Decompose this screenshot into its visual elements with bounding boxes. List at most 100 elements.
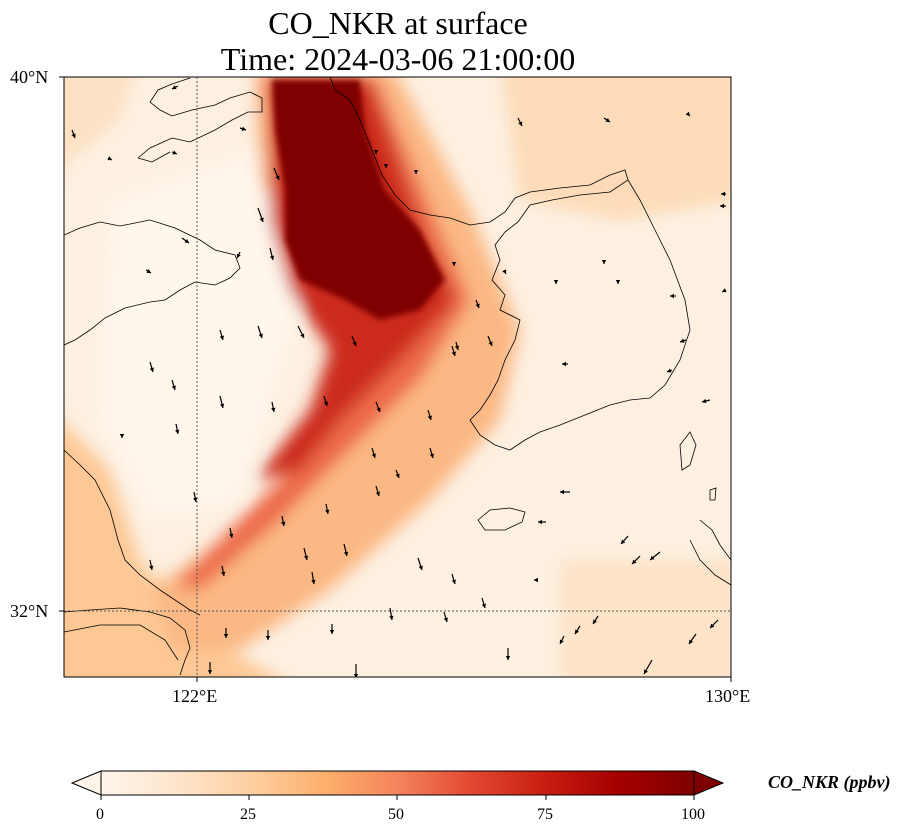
map-title: CO_NKR at surface — [268, 5, 528, 41]
wind-arrow-head — [475, 303, 480, 308]
lon-label-130e: 130°E — [705, 686, 751, 706]
wind-arrow-head — [621, 539, 626, 544]
wind-arrow-head — [172, 85, 177, 90]
wind-arrow-head — [325, 509, 330, 514]
wind-arrow-head — [575, 629, 579, 634]
wind-vectors — [71, 85, 727, 677]
wind-arrow-head — [534, 577, 538, 583]
wind-arrow-head — [219, 335, 224, 340]
wind-arrow-head — [352, 341, 357, 346]
wind-arrow-head — [221, 571, 226, 576]
wind-arrow-head — [443, 617, 448, 622]
wind-arrow-head — [259, 217, 264, 222]
colorbar-label-100: 100 — [681, 806, 705, 823]
wind-arrow-head — [389, 615, 394, 620]
wind-arrow-head — [720, 203, 724, 209]
wind-arrow-head — [269, 255, 275, 260]
wind-arrow-head — [258, 333, 263, 338]
wind-arrow-head — [427, 415, 432, 420]
wind-arrow-head — [488, 341, 493, 346]
wind-arrow-head — [451, 579, 456, 584]
wind-arrow-head — [119, 434, 125, 438]
wind-arrow-head — [265, 636, 271, 640]
wind-arrow-head — [451, 351, 456, 356]
wind-arrow-head — [373, 150, 379, 154]
map-subtitle-time: Time: 2024-03-06 21:00:00 — [220, 41, 576, 77]
colorbar — [70, 770, 725, 800]
wind-arrow-head — [562, 361, 566, 367]
wind-arrow-head — [149, 565, 154, 570]
wind-arrow-head — [149, 367, 154, 372]
wind-arrow-head — [667, 368, 672, 373]
wind-arrow-head — [300, 333, 305, 338]
wind-arrow-head — [207, 670, 213, 674]
lat-label-32n: 32°N — [10, 601, 49, 621]
wind-arrow-head — [376, 407, 381, 412]
wind-arrow-head — [395, 473, 400, 478]
wind-arrow-head — [375, 491, 380, 496]
wind-arrow-head — [303, 555, 309, 560]
lon-label-122e: 122°E — [172, 686, 218, 706]
wind-arrow-head — [710, 623, 715, 628]
wind-arrow-head — [171, 385, 176, 390]
wind-arrow-head — [702, 398, 707, 404]
wind-arrow-head — [481, 603, 486, 608]
wind-arrow-head — [343, 551, 349, 556]
wind-arrow-head — [644, 669, 648, 674]
wind-arrow-head — [271, 407, 276, 412]
wind-arrow-head — [615, 280, 621, 284]
concentration-field — [64, 77, 731, 677]
wind-arrow-head — [146, 269, 151, 273]
colorbar-label-0: 0 — [96, 806, 104, 823]
wind-arrow-head — [229, 533, 234, 538]
colorbar-title: CO_NKR (ppbv) — [768, 772, 891, 792]
wind-arrow-head — [223, 634, 229, 638]
wind-arrow-head — [722, 288, 727, 293]
lat-label-40n: 40°N — [10, 67, 49, 87]
wind-arrow-head — [650, 555, 655, 560]
wind-arrow-head — [454, 345, 460, 350]
wind-arrow-head — [323, 401, 328, 406]
wind-arrow-head — [632, 559, 637, 564]
wind-arrow-head — [353, 674, 359, 677]
wind-arrow-head — [311, 579, 316, 584]
wind-arrow-head — [560, 489, 564, 495]
wind-arrow-head — [71, 133, 76, 138]
wind-arrow-head — [175, 429, 180, 434]
colorbar-label-50: 50 — [388, 806, 404, 823]
wind-arrow-head — [502, 269, 507, 274]
wind-arrow-head — [538, 519, 542, 525]
wind-arrow-head — [275, 175, 280, 180]
wind-arrow-head — [559, 639, 564, 644]
wind-arrow-head — [413, 170, 419, 174]
wind-arrow-head — [505, 656, 511, 660]
wind-arrow-head — [601, 260, 607, 264]
wind-arrow-head — [670, 293, 674, 299]
wind-arrow-head — [172, 150, 177, 155]
wind-arrow-head — [107, 156, 112, 161]
wind-arrow-head — [371, 453, 376, 458]
wind-arrow-head — [451, 262, 457, 266]
colorbar-gradient — [100, 770, 695, 796]
wind-arrow-head — [281, 521, 286, 526]
wind-arrow-head — [184, 238, 189, 243]
wind-arrow-head — [418, 565, 423, 570]
wind-arrow-head — [605, 117, 610, 122]
colorbar-label-75: 75 — [537, 806, 553, 823]
wind-arrow-head — [518, 121, 523, 126]
colorbar-extend-min — [70, 770, 102, 796]
wind-arrow-head — [593, 619, 597, 624]
wind-arrow-head — [236, 253, 241, 258]
coastlines — [64, 77, 731, 676]
wind-arrow-head — [680, 338, 685, 343]
wind-arrow-head — [685, 111, 690, 116]
wind-arrow-head — [689, 639, 694, 644]
map-frame — [63, 76, 732, 678]
wind-arrow-head — [721, 191, 725, 197]
wind-arrow-head — [241, 126, 246, 131]
wind-arrow-head — [219, 403, 225, 408]
wind-arrow-head — [193, 497, 198, 502]
colorbar-extend-max — [693, 770, 725, 796]
wind-arrow-head — [429, 453, 434, 458]
